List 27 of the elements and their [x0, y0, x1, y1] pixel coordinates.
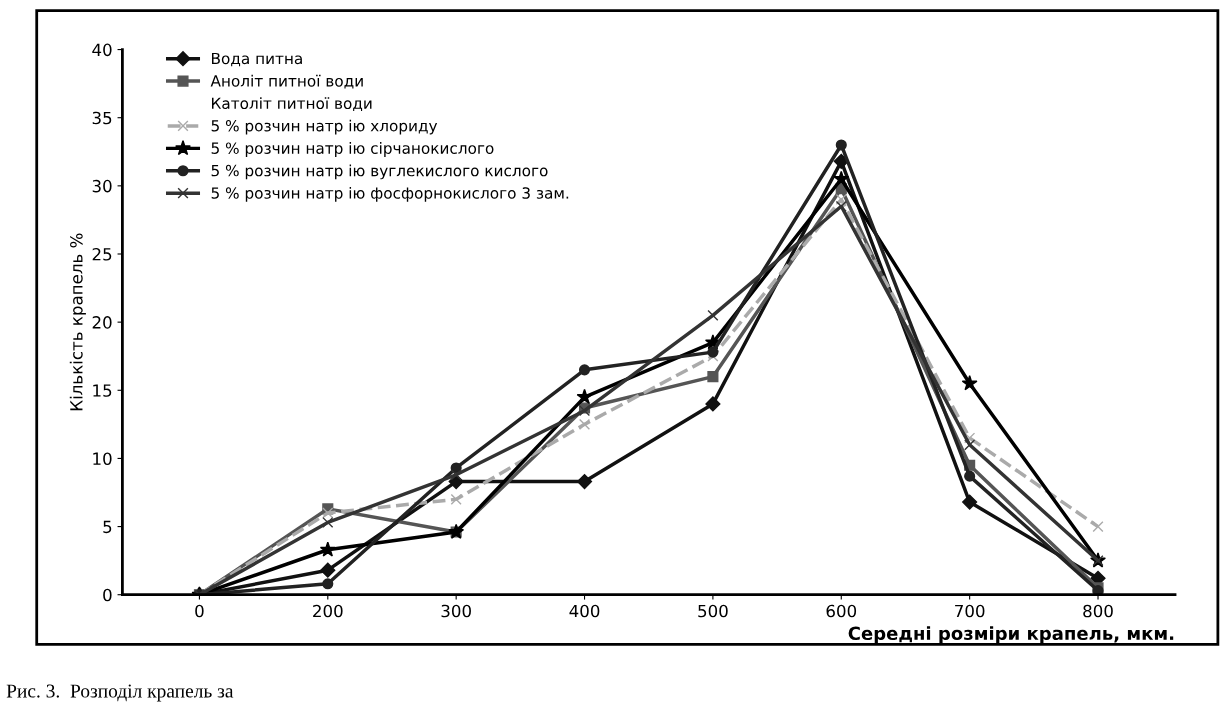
text: Рис. 3. Розподіл крапель за	[6, 684, 234, 702]
legend-label: 5 % розчин натр ію фосфорнокислого 3 зам.	[211, 186, 569, 202]
legend-label: 5 % розчин натр ію хлориду	[211, 119, 438, 135]
legend-label: Вода питна	[212, 52, 302, 67]
x-tick-label: 300	[441, 604, 471, 618]
legend-label: 5 % розчин натр ію сірчанокислого	[211, 142, 494, 157]
text: Католіт питної води	[212, 97, 372, 111]
y-tick-label: 40	[92, 43, 112, 57]
x-tick-label: 500	[698, 604, 728, 618]
legend-label: 5 % розчин натр ію вуглекислого кислого	[211, 164, 548, 180]
x-tick-label: 800	[1083, 604, 1113, 618]
y-axis-title: Кількість крапель %	[69, 233, 86, 411]
y-tick-label: 30	[92, 179, 112, 193]
y-tick-label: 0	[103, 588, 112, 602]
y-tick-label: 25	[92, 247, 112, 261]
y-tick-label: 15	[93, 384, 112, 397]
y-tick-label: 5	[103, 520, 112, 534]
x-tick-label: 700	[955, 604, 985, 618]
y-tick-label: 10	[93, 452, 112, 465]
y-tick-label: 20	[92, 316, 112, 329]
x-tick-label: 0	[195, 604, 204, 618]
legend-label: Аноліт питної води	[210, 74, 363, 89]
x-tick-label: 400	[569, 604, 600, 618]
x-axis-title: Середні розміри крапель, мкм.	[848, 626, 1174, 644]
x-tick-label: 200	[313, 604, 343, 618]
y-tick-label: 35	[92, 111, 112, 125]
x-tick-label: 600	[826, 604, 857, 618]
